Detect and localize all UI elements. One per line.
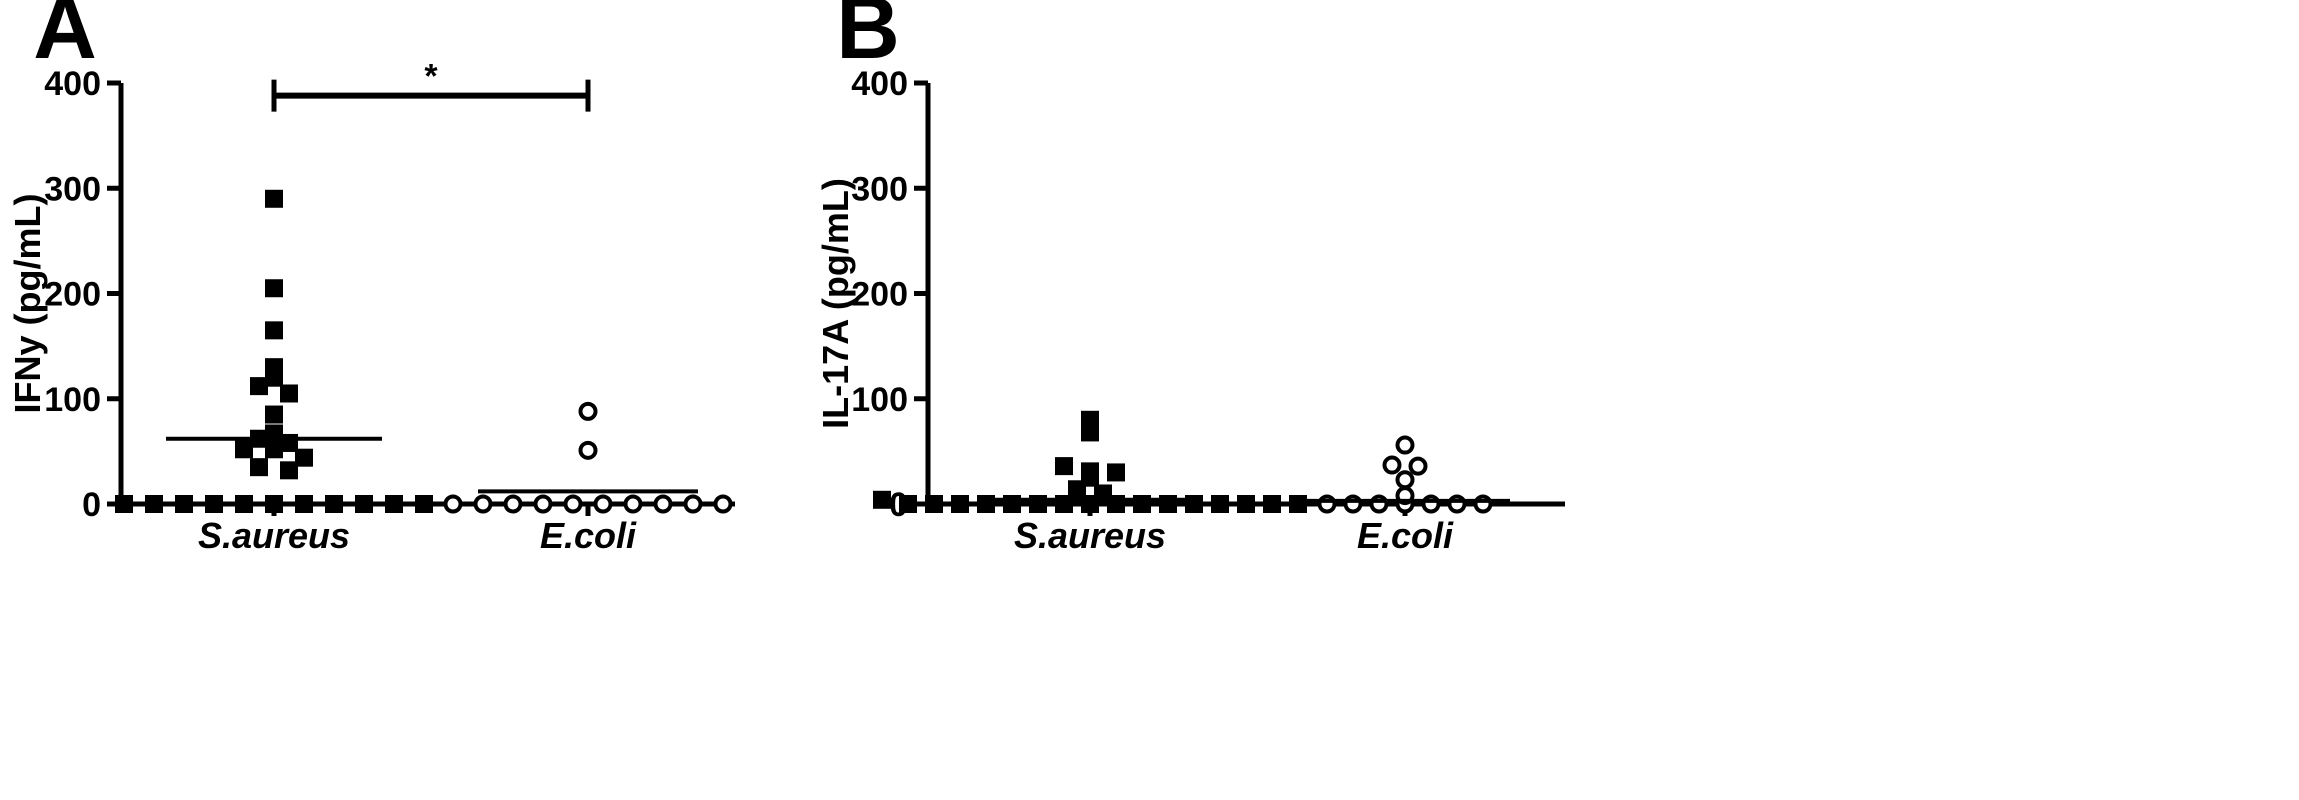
data-point (325, 495, 343, 513)
data-point (265, 358, 283, 377)
data-point (145, 495, 163, 513)
data-point (295, 495, 313, 513)
y-tick-label: 300 (851, 170, 908, 208)
data-point (175, 495, 193, 513)
significance-label: * (424, 58, 438, 96)
panel-label: A (33, 0, 97, 77)
data-point (250, 377, 268, 396)
data-point (1185, 495, 1203, 513)
x-category-label: E.coli (1357, 515, 1454, 556)
data-point (265, 440, 283, 459)
y-tick-label: 0 (82, 486, 101, 524)
x-category-label: S.aureus (198, 515, 350, 556)
data-point (873, 490, 891, 509)
data-point (385, 495, 403, 513)
data-point (1081, 410, 1099, 429)
data-point (1263, 495, 1281, 513)
data-point (503, 494, 523, 514)
data-point (1447, 494, 1467, 514)
data-point (1343, 494, 1363, 514)
data-point (713, 494, 733, 514)
x-category-label: E.coli (540, 515, 637, 556)
data-point (115, 495, 133, 513)
data-point (1159, 495, 1177, 513)
data-point (1003, 495, 1021, 513)
y-tick-label: 400 (44, 65, 101, 103)
data-point (235, 495, 253, 513)
data-point (280, 384, 298, 403)
data-point (578, 440, 598, 460)
data-point (533, 494, 553, 514)
y-tick-label: 100 (44, 381, 101, 419)
data-point (1317, 494, 1337, 514)
x-category-label: S.aureus (1014, 515, 1166, 556)
data-point (1237, 495, 1255, 513)
data-point (593, 494, 613, 514)
data-point (951, 495, 969, 513)
data-point (1395, 435, 1415, 455)
data-point (1081, 462, 1099, 481)
data-point (623, 494, 643, 514)
data-point (1382, 455, 1402, 475)
y-tick-label: 200 (44, 276, 101, 314)
data-point (1133, 495, 1151, 513)
data-point (205, 495, 223, 513)
data-point (265, 405, 283, 424)
data-point (578, 401, 598, 421)
data-point (235, 440, 253, 459)
data-point (925, 495, 943, 513)
data-point (355, 495, 373, 513)
data-point (1029, 495, 1047, 513)
data-point (1473, 494, 1493, 514)
data-point (443, 494, 463, 514)
data-point (977, 495, 995, 513)
data-point (265, 279, 283, 298)
data-point (280, 461, 298, 480)
y-tick-label: 100 (851, 381, 908, 419)
data-point (473, 494, 493, 514)
data-point (1369, 494, 1389, 514)
data-point (250, 458, 268, 477)
data-point (1107, 463, 1125, 482)
data-point (265, 495, 283, 513)
data-point (899, 495, 917, 513)
data-point (563, 494, 583, 514)
data-point (295, 448, 313, 467)
data-point (1289, 495, 1307, 513)
data-point (265, 321, 283, 340)
y-axis-title: IFNy (pg/mL) (7, 194, 48, 414)
data-point (683, 494, 703, 514)
y-tick-label: 200 (851, 276, 908, 314)
data-point (1408, 456, 1428, 476)
panel-label: B (836, 0, 900, 77)
y-tick-label: 400 (851, 65, 908, 103)
data-point (1055, 457, 1073, 476)
data-point (653, 494, 673, 514)
y-axis-title: IL-17A (pg/mL) (815, 178, 856, 429)
panel-a: A 0 100 200 300 400 IFNy (pg/mL) S.aureus E.coli… (7, 0, 735, 556)
y-tick-label: 300 (44, 170, 101, 208)
data-point (1211, 495, 1229, 513)
data-point (1395, 470, 1415, 490)
data-point (1421, 494, 1441, 514)
data-point (415, 495, 433, 513)
data-point (265, 189, 283, 208)
